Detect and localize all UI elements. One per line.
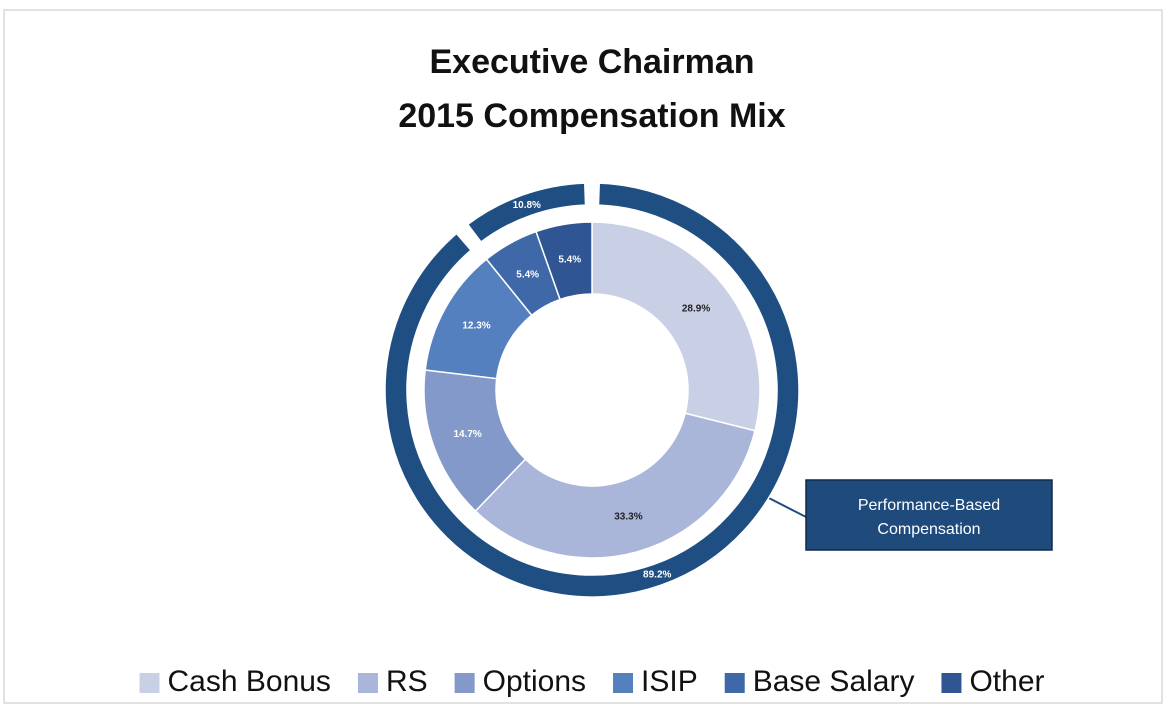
donut-segment <box>384 182 800 598</box>
data-label: 5.4% <box>516 269 539 280</box>
data-label: 14.7% <box>453 429 481 440</box>
annotation-box <box>805 479 1053 551</box>
chart-title: Executive Chairman <box>429 43 754 81</box>
donut-segment <box>535 221 593 301</box>
legend-label: ISIP <box>641 665 698 698</box>
data-label: 10.8% <box>513 200 541 211</box>
legend-swatch <box>139 673 160 693</box>
annotation-text: Performance-Based <box>858 497 1000 514</box>
legend-swatch <box>357 673 378 693</box>
data-label: 89.2% <box>643 569 671 580</box>
data-label: 33.3% <box>614 512 642 523</box>
donut-segment <box>591 221 761 432</box>
legend-label: Other <box>969 665 1044 698</box>
legend-swatch <box>613 673 634 693</box>
donut-segment <box>474 412 756 559</box>
chart-title: 2015 Compensation Mix <box>398 97 785 135</box>
legend-label: Cash Bonus <box>168 665 331 698</box>
legend-swatch <box>724 673 745 693</box>
annotation-text: Compensation <box>877 521 980 538</box>
legend-label: Base Salary <box>753 665 915 698</box>
legend-swatch <box>941 673 962 693</box>
legend-swatch <box>454 673 475 693</box>
legend-label: RS <box>386 665 428 698</box>
data-label: 28.9% <box>682 303 710 314</box>
data-label: 12.3% <box>462 321 490 332</box>
data-label: 5.4% <box>558 255 581 266</box>
donut-segment <box>466 182 587 244</box>
legend-label: Options <box>483 665 586 698</box>
